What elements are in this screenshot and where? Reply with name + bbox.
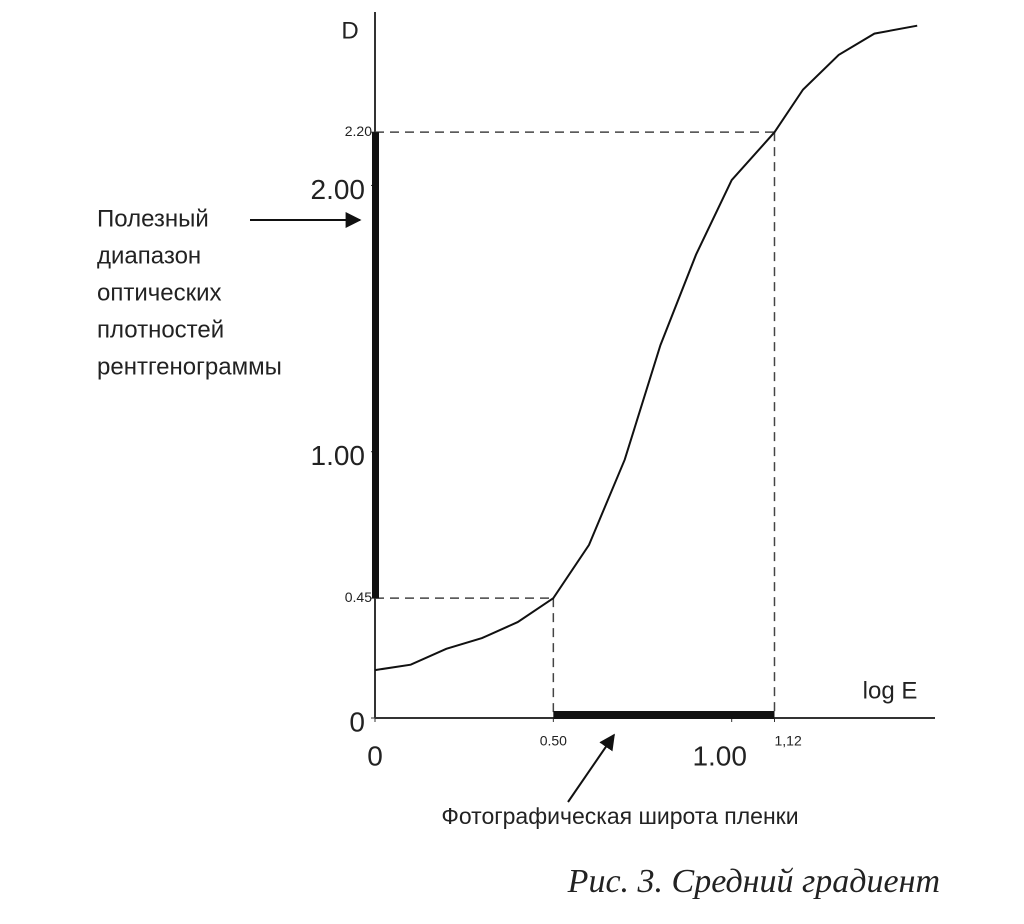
annotation-line: рентгенограммы <box>97 353 282 380</box>
y-tick-label: 2.20 <box>345 123 372 139</box>
y-tick-label: 0.45 <box>345 589 372 605</box>
caption: Рис. 3. Средний градиент <box>567 863 940 900</box>
y-tick-label: 0 <box>349 706 365 737</box>
annotation-line: оптических <box>97 279 222 306</box>
y-axis-label: D <box>341 17 358 44</box>
x-tick-label: 0.50 <box>540 733 567 749</box>
annotation-line: диапазон <box>97 242 201 269</box>
annotation-line: плотностей <box>97 316 224 343</box>
y-tick-label: 1.00 <box>311 440 366 471</box>
arrow <box>567 733 615 803</box>
annotation-line: Полезный <box>97 205 209 232</box>
range-bar <box>553 711 775 719</box>
annotation: Полезный диапазон оптических плотностей рент… <box>97 205 282 380</box>
y-tick-label: 2.00 <box>311 174 366 205</box>
x-tick-label: 1.00 <box>692 740 747 771</box>
curve <box>374 24 918 672</box>
x-axis-label: log E <box>863 677 918 704</box>
x-tick-label: 0 <box>367 740 383 771</box>
annotation: Фотографическая широта пленки <box>441 803 798 829</box>
x-tick-label: 1,12 <box>774 733 801 749</box>
range-bar <box>372 132 379 599</box>
